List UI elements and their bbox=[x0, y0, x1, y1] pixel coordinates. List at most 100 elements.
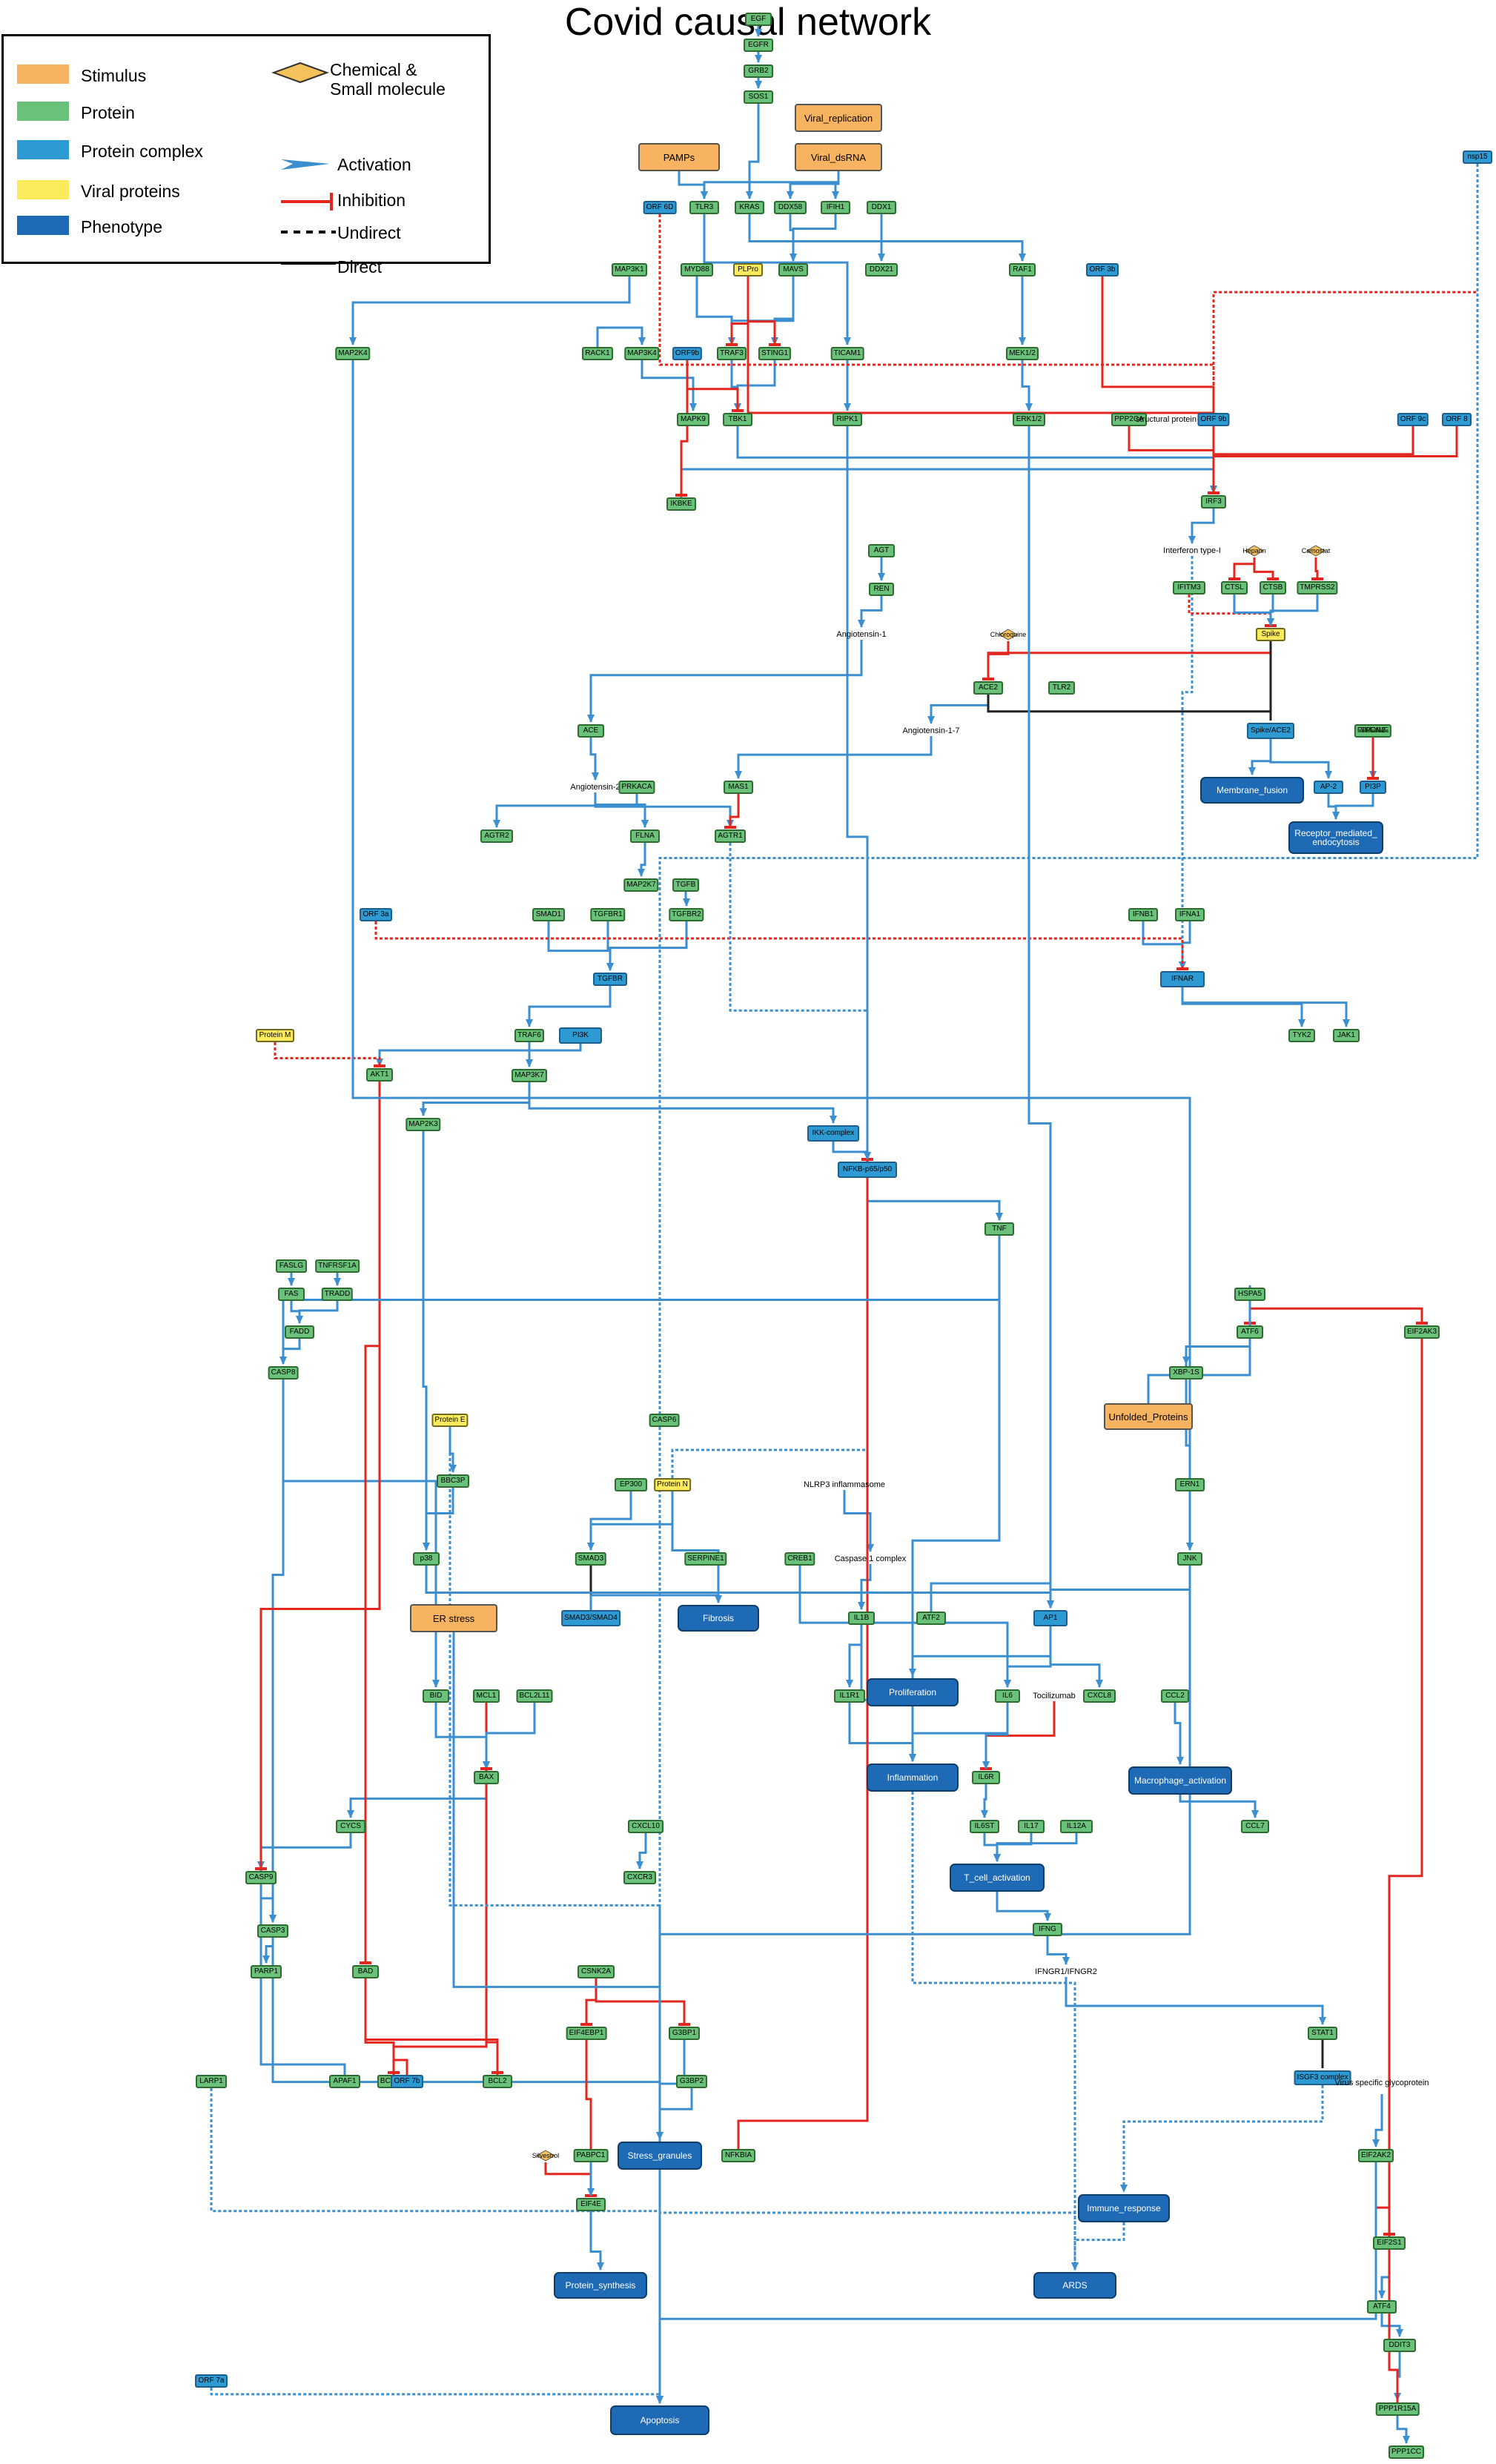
node-label: G3BP2 bbox=[679, 2077, 704, 2085]
node-label: Viral_replication bbox=[804, 112, 873, 124]
node-label: IL6ST bbox=[974, 1822, 995, 1830]
legend-swatch-complex bbox=[17, 140, 69, 159]
node-label: CREB1 bbox=[787, 1554, 812, 1563]
node-prote: Protein E bbox=[431, 1414, 469, 1427]
node-ace: ACE bbox=[577, 724, 604, 738]
node-ards: ARDS bbox=[1033, 2272, 1116, 2299]
node-nfkbia: NFKBIA bbox=[721, 2149, 755, 2162]
node-label: TGFB bbox=[675, 881, 696, 889]
node-map3k4: MAP3K4 bbox=[624, 347, 660, 360]
edge-map2k4-jnk bbox=[351, 360, 1194, 1551]
node-label: PLPro bbox=[738, 265, 758, 274]
edge-csnk2a-g3bp1 bbox=[595, 1978, 690, 2026]
edge-immune-ards bbox=[1071, 2222, 1125, 2271]
edge-atf2-ap1 bbox=[930, 1582, 1054, 1612]
legend-label-undirect: Undirect bbox=[337, 223, 401, 242]
node-raf1: RAF1 bbox=[1009, 263, 1036, 276]
legend-label-direct: Direct bbox=[337, 257, 383, 276]
node-label: KRAS bbox=[739, 203, 760, 211]
node-label: AP1 bbox=[1043, 1614, 1058, 1622]
node-eif2ak2: EIF2AK2 bbox=[1357, 2149, 1394, 2162]
node-eif2s1: EIF2S1 bbox=[1373, 2236, 1406, 2250]
edge-mavs-traf3 bbox=[728, 276, 795, 345]
node-label: MAP2K7 bbox=[626, 881, 656, 889]
node-tmprss2: TMPRSS2 bbox=[1297, 581, 1338, 595]
node-label: ACE bbox=[583, 726, 599, 735]
node-label: structural protein bbox=[1136, 414, 1197, 424]
node-orf3b: ORF 3b bbox=[1086, 263, 1119, 276]
edge-heparin-ctsb bbox=[1253, 557, 1279, 580]
node-label: IL1R1 bbox=[839, 1692, 860, 1700]
node-map2k3: MAP2K3 bbox=[406, 1118, 441, 1131]
node-label: RAF1 bbox=[1013, 265, 1032, 274]
node-mavs: MAVS bbox=[778, 263, 808, 276]
node-label: ORF 8 bbox=[1446, 415, 1468, 423]
node-nlrp3: NLRP3 inflammasome bbox=[802, 1480, 887, 1490]
edge-ren-ang1 bbox=[858, 596, 883, 628]
node-label: TPCN2 bbox=[1360, 726, 1386, 735]
node-fas: FAS bbox=[278, 1288, 305, 1301]
node-protm: Protein M bbox=[256, 1029, 294, 1042]
chemical-diamond-icon bbox=[1245, 545, 1264, 557]
node-immune: Immune_response bbox=[1078, 2194, 1170, 2222]
node-label: Stress_granules bbox=[627, 2150, 692, 2161]
node-label: IFNAR bbox=[1171, 975, 1194, 983]
legend-inhibition-line bbox=[281, 193, 333, 211]
edge-il6st-tcell bbox=[983, 1833, 1001, 1862]
edge-map3k1-map2k4 bbox=[349, 276, 631, 345]
node-tcell: T_cell_activation bbox=[950, 1864, 1045, 1892]
node-label: EGFR bbox=[748, 41, 769, 49]
node-hspa5: HSPA5 bbox=[1234, 1288, 1265, 1301]
node-label: FLNA bbox=[635, 832, 655, 840]
node-label: Camostat bbox=[1301, 546, 1331, 554]
node-ifih1: IFIH1 bbox=[821, 201, 850, 214]
node-traf6: TRAF6 bbox=[514, 1029, 544, 1042]
node-chloro: Chloroquine bbox=[986, 628, 1030, 641]
node-label: AKT1 bbox=[370, 1070, 389, 1079]
node-label: ATF2 bbox=[922, 1614, 940, 1622]
node-label: IFNG bbox=[1039, 1925, 1056, 1933]
node-label: EIF2AK2 bbox=[1360, 2151, 1391, 2159]
node-orf9b: ORF9b bbox=[672, 347, 703, 360]
node-label: EP300 bbox=[619, 1480, 643, 1488]
node-nfkb: NFKB-p65/p50 bbox=[838, 1162, 897, 1178]
edge-hspa5-eif2ak3 bbox=[1248, 1301, 1428, 1325]
node-orf9c: ORF 9c bbox=[1397, 413, 1429, 426]
edge-orf7a-apop bbox=[210, 2388, 663, 2404]
node-label: ERK1/2 bbox=[1016, 415, 1042, 423]
edge-vsp-eif2ak2 bbox=[1372, 2094, 1383, 2147]
node-label: MAP2K4 bbox=[338, 349, 368, 357]
node-label: RACK1 bbox=[585, 349, 610, 357]
node-tnfrsf1a: TNFRSF1A bbox=[315, 1259, 360, 1273]
node-label: DDX58 bbox=[778, 203, 803, 211]
edge-orf8-irf3 bbox=[1208, 426, 1458, 494]
node-label: Protein E bbox=[434, 1416, 466, 1424]
node-serpine1: SERPINE1 bbox=[684, 1552, 727, 1566]
edge-ifnar-jak1 bbox=[1181, 987, 1350, 1027]
edge-bid-bax bbox=[434, 1703, 490, 1769]
legend-activation-arrow bbox=[281, 159, 330, 170]
edge-bcl2l1-bax bbox=[392, 1767, 492, 2075]
node-label: Receptor_mediated_ endocytosis bbox=[1294, 828, 1377, 847]
node-label: Membrane_fusion bbox=[1216, 785, 1288, 795]
edge-ripk1-nfkb bbox=[846, 426, 871, 1160]
node-grb2: GRB2 bbox=[744, 64, 773, 78]
edge-orf7b-bcl2l1 bbox=[388, 2059, 408, 2075]
edge-camostat-tmprss2 bbox=[1311, 557, 1323, 580]
node-label: DDX1 bbox=[871, 203, 892, 211]
node-label: PAMPs bbox=[663, 151, 695, 163]
node-label: TICAM1 bbox=[833, 349, 861, 357]
node-jnk: JNK bbox=[1177, 1552, 1202, 1566]
node-mapk9: MAPK9 bbox=[677, 413, 709, 426]
node-il6: IL6 bbox=[995, 1689, 1020, 1703]
node-tyk2: TYK2 bbox=[1288, 1029, 1315, 1042]
node-virrep: Viral_replication bbox=[795, 104, 882, 132]
edge-tgfbrs-traf6 bbox=[526, 986, 612, 1027]
node-label: IL6 bbox=[1002, 1692, 1013, 1700]
node-ifngr: IFNGR1/IFNGR2 bbox=[1033, 1967, 1099, 1977]
node-label: ISGF3 complex bbox=[1297, 2073, 1348, 2082]
edge-il1b-il1r1 bbox=[846, 1625, 863, 1688]
node-label: ARDS bbox=[1062, 2280, 1088, 2291]
node-ppp2ca: PPP2CA bbox=[1111, 413, 1147, 426]
node-ddx21: DDX21 bbox=[865, 263, 898, 276]
